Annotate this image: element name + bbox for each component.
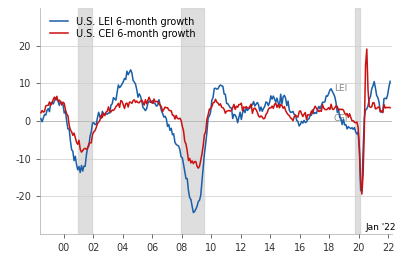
U.S. CEI 6-month growth	[388, 106, 392, 109]
U.S. LEI 6-month growth	[191, 211, 196, 214]
U.S. LEI 6-month growth	[98, 115, 102, 118]
U.S. LEI 6-month growth	[38, 117, 43, 120]
Bar	[355, 8, 360, 234]
Text: Jan '22: Jan '22	[366, 223, 396, 232]
U.S. LEI 6-month growth	[388, 80, 392, 83]
U.S. CEI 6-month growth	[257, 115, 262, 119]
U.S. LEI 6-month growth	[260, 110, 265, 113]
U.S. LEI 6-month growth	[286, 99, 290, 103]
Legend: U.S. LEI 6-month growth, U.S. CEI 6-month growth: U.S. LEI 6-month growth, U.S. CEI 6-mont…	[48, 15, 197, 41]
U.S. CEI 6-month growth	[328, 108, 332, 111]
U.S. LEI 6-month growth	[330, 90, 335, 93]
U.S. CEI 6-month growth	[364, 47, 369, 51]
U.S. CEI 6-month growth	[98, 119, 102, 122]
U.S. CEI 6-month growth	[360, 193, 364, 196]
Text: LEI: LEI	[334, 85, 347, 94]
U.S. CEI 6-month growth	[38, 111, 43, 114]
Line: U.S. LEI 6-month growth: U.S. LEI 6-month growth	[41, 70, 390, 213]
U.S. CEI 6-month growth	[283, 109, 288, 112]
Bar	[180, 8, 204, 234]
Line: U.S. CEI 6-month growth: U.S. CEI 6-month growth	[41, 49, 390, 194]
U.S. CEI 6-month growth	[217, 104, 222, 107]
U.S. LEI 6-month growth	[128, 68, 133, 71]
Text: CEI: CEI	[334, 114, 348, 123]
U.S. LEI 6-month growth	[219, 84, 224, 88]
U.S. CEI 6-month growth	[198, 159, 203, 162]
Bar	[78, 8, 92, 234]
U.S. LEI 6-month growth	[201, 167, 206, 170]
